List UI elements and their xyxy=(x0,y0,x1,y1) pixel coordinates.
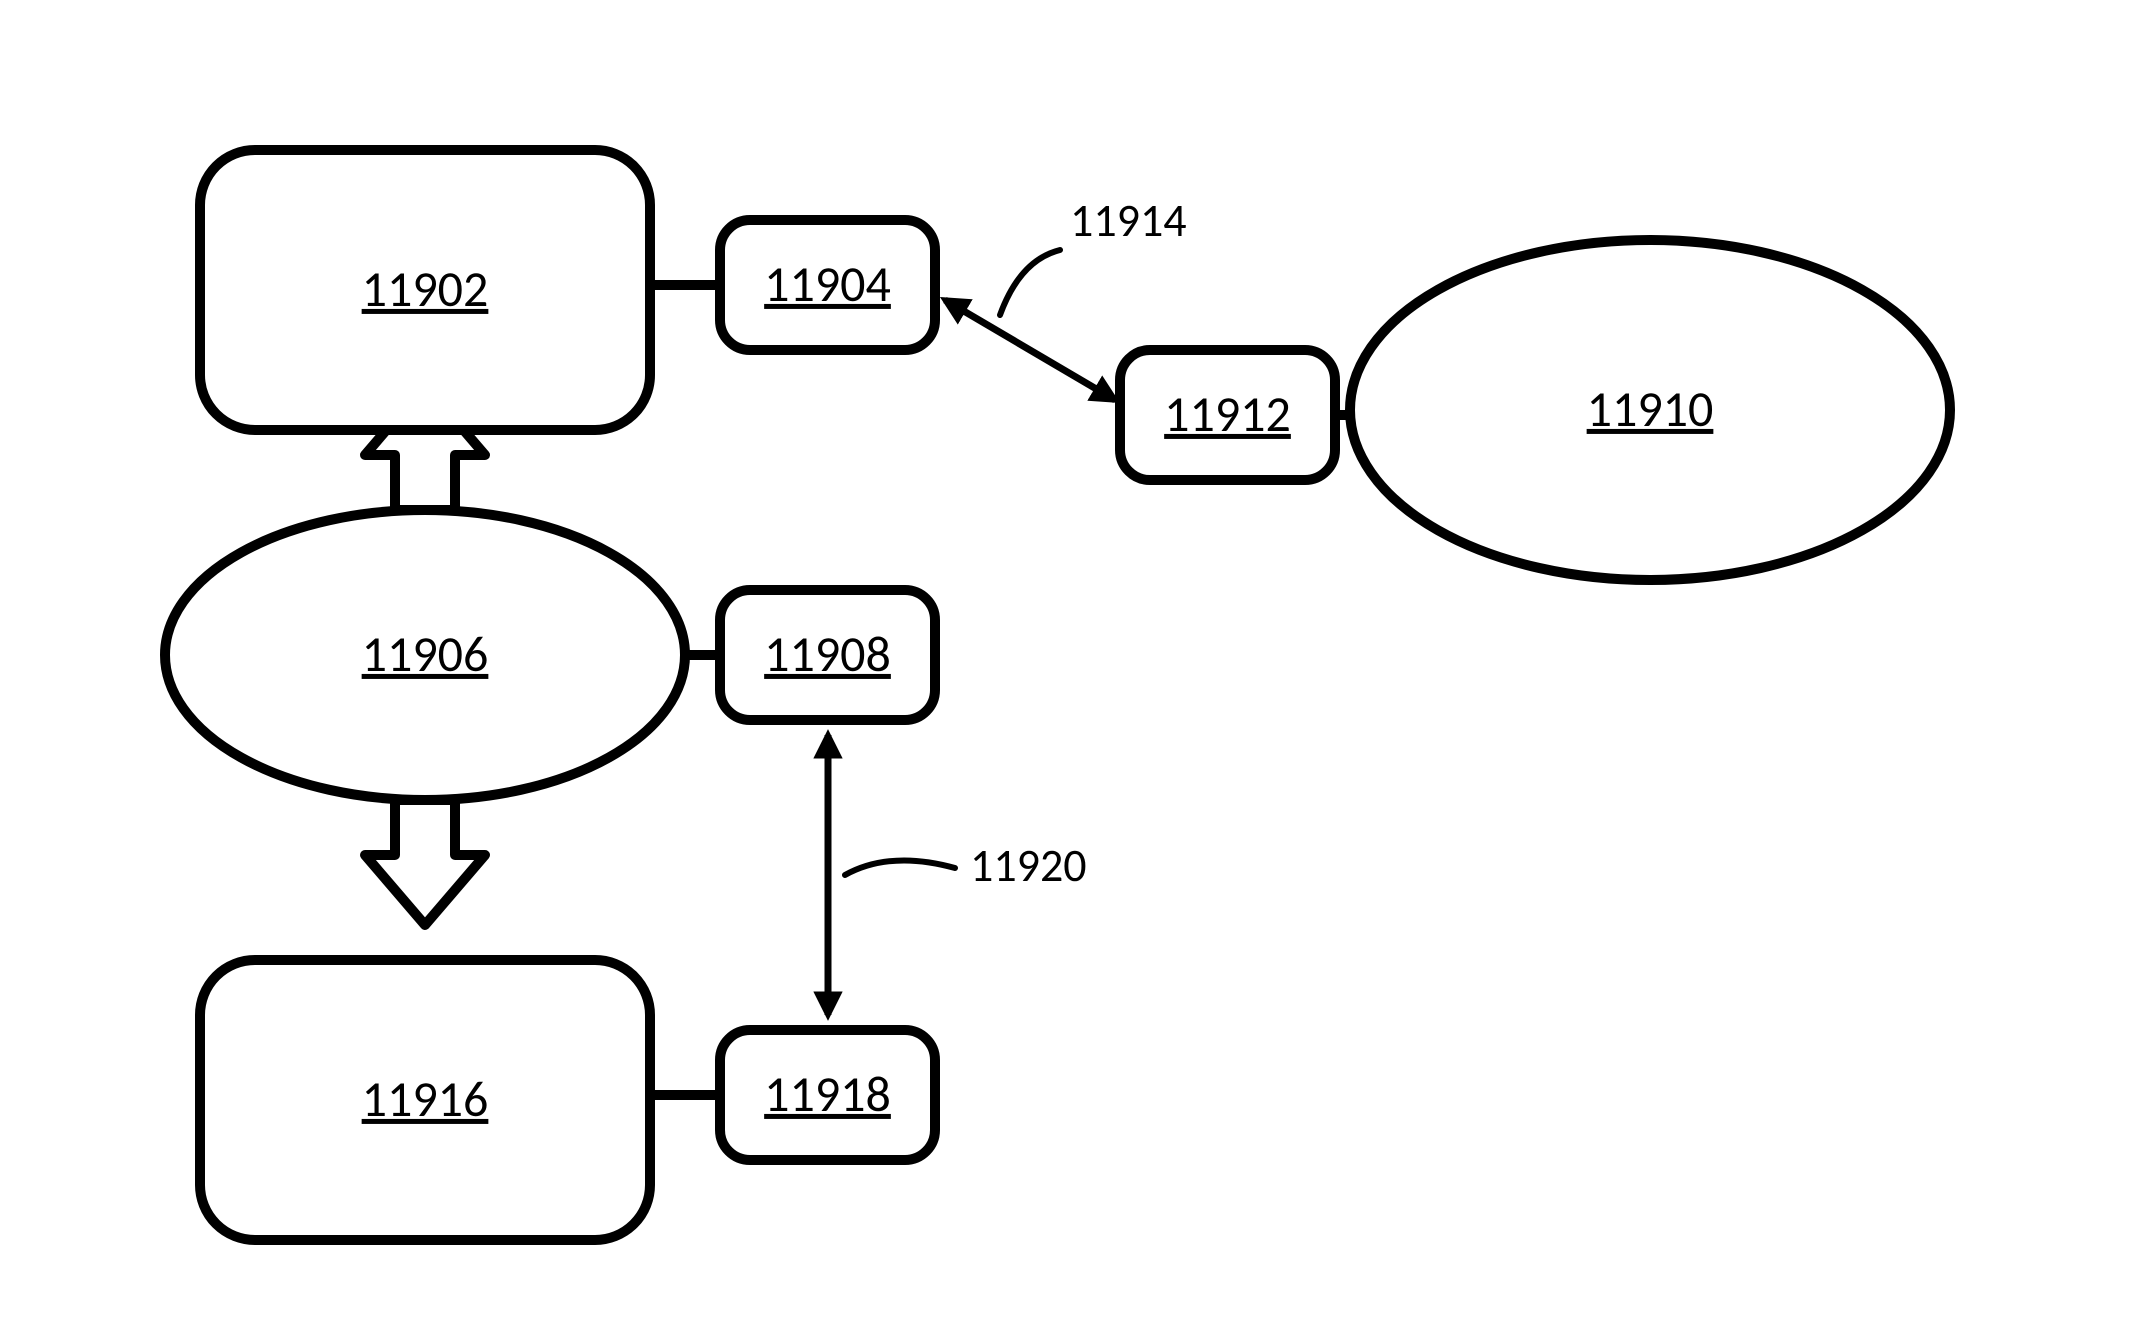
callout-label-c11920: 11920 xyxy=(970,838,1087,894)
node-label-11902: 11902 xyxy=(362,259,489,320)
node-label-11904: 11904 xyxy=(764,254,891,315)
node-label-11912: 11912 xyxy=(1164,384,1291,445)
double-arrow-a11914 xyxy=(945,300,1115,400)
callout-label-c11914: 11914 xyxy=(1070,193,1187,249)
node-label-11906: 11906 xyxy=(362,624,489,685)
arrow-down xyxy=(365,800,485,925)
node-label-11910: 11910 xyxy=(1587,379,1714,440)
callout-leader-c11914 xyxy=(1000,250,1060,315)
node-label-11908: 11908 xyxy=(764,624,891,685)
node-label-11918: 11918 xyxy=(764,1064,891,1125)
node-label-11916: 11916 xyxy=(362,1069,489,1130)
callout-leader-c11920 xyxy=(845,860,955,875)
